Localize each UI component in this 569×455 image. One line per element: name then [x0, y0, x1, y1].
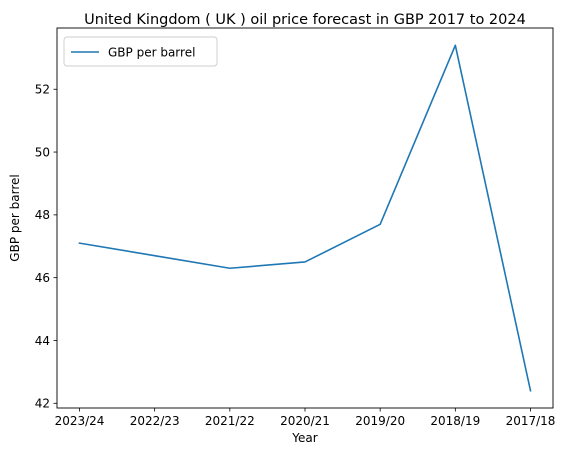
- y-axis-title: GBP per barrel: [8, 174, 22, 261]
- chart-title: United Kingdom ( UK ) oil price forecast…: [84, 12, 526, 28]
- x-tick-label: 2022/23: [130, 414, 180, 428]
- x-tick-label: 2021/22: [205, 414, 255, 428]
- x-axis-title: Year: [291, 431, 317, 445]
- y-tick-label: 44: [35, 334, 50, 348]
- x-tick-label: 2019/20: [355, 414, 405, 428]
- y-tick-label: 50: [35, 145, 50, 159]
- y-tick-label: 42: [35, 397, 50, 411]
- x-tick-label: 2018/19: [430, 414, 480, 428]
- y-tick-label: 48: [35, 208, 50, 222]
- x-tick-label: 2020/21: [280, 414, 330, 428]
- y-axis: 42 44 46 48 50 52: [35, 83, 57, 411]
- legend: GBP per barrel: [63, 36, 218, 67]
- legend-box: [63, 36, 218, 67]
- x-tick-label: 2017/18: [506, 414, 556, 428]
- legend-entry-label: GBP per barrel: [108, 46, 195, 60]
- plot-area: [56, 27, 554, 409]
- y-tick-label: 46: [35, 271, 50, 285]
- x-tick-label: 2023/24: [55, 414, 105, 428]
- series-layer: [78, 44, 532, 392]
- x-axis: 2023/24 2022/23 2021/22 2020/21 2019/20 2018/…: [55, 408, 556, 428]
- y-tick-label: 52: [35, 83, 50, 97]
